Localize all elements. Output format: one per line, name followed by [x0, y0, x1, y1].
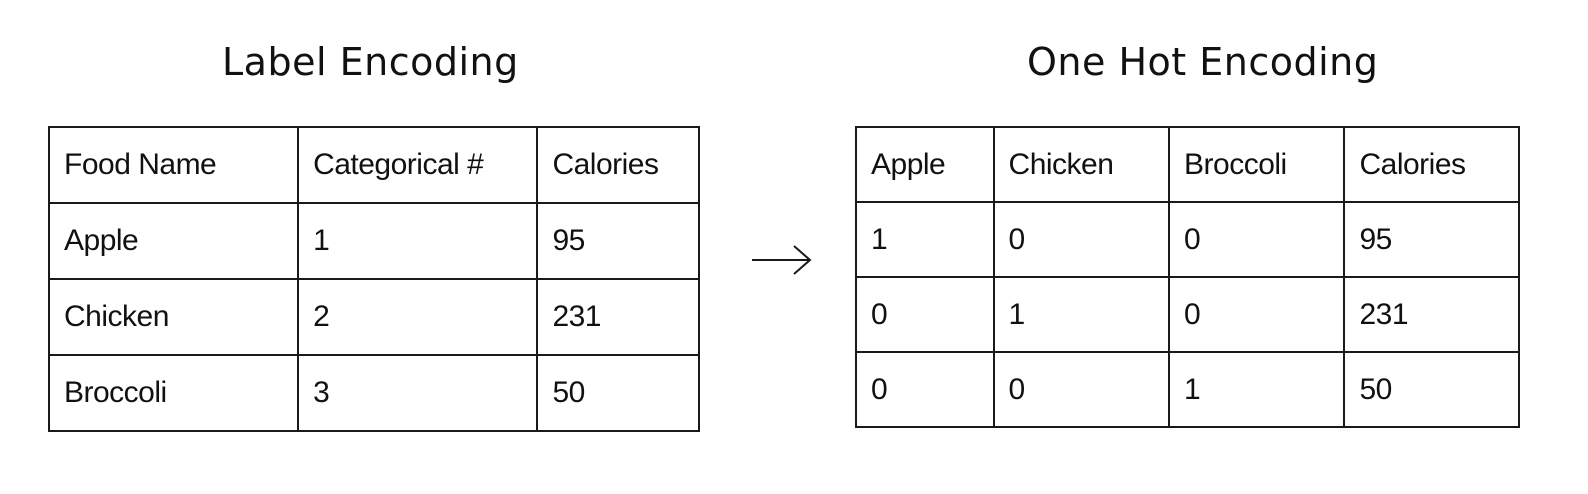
label-encoding-table: Food Name Categorical # Calories Apple 1… — [47, 126, 700, 432]
table-cell: 1 — [855, 201, 995, 278]
header-cell: Categorical # — [297, 126, 539, 204]
table-cell: 0 — [1168, 201, 1346, 278]
table-cell: 1 — [1168, 351, 1346, 428]
table-cell: Broccoli — [47, 354, 300, 432]
table-cell: Chicken — [47, 278, 300, 356]
table-cell: 50 — [1343, 351, 1520, 428]
table-cell: 1 — [992, 276, 1171, 353]
table-cell: 3 — [297, 354, 539, 432]
table-row: Apple 1 95 — [47, 202, 700, 280]
header-cell: Calories — [1343, 126, 1520, 203]
table-cell: 231 — [1343, 276, 1520, 353]
label-encoding-title: Label Encoding — [222, 40, 519, 84]
header-cell: Chicken — [992, 126, 1171, 203]
table-cell: Apple — [47, 202, 300, 280]
table-cell: 2 — [297, 278, 539, 356]
table-cell: 95 — [536, 202, 700, 280]
table-cell: 0 — [992, 351, 1171, 428]
one-hot-encoding-title: One Hot Encoding — [1027, 40, 1379, 84]
header-cell: Food Name — [47, 126, 300, 204]
table-cell: 0 — [992, 201, 1171, 278]
table-row: 0 1 0 231 — [855, 276, 1520, 353]
table-row: Broccoli 3 50 — [47, 354, 700, 432]
header-cell: Apple — [855, 126, 995, 203]
table-cell: 0 — [1168, 276, 1346, 353]
table-cell: 50 — [536, 354, 700, 432]
header-cell: Calories — [536, 126, 700, 204]
table-row: 1 0 0 95 — [855, 201, 1520, 278]
table-cell: 95 — [1343, 201, 1520, 278]
table-cell: 0 — [855, 351, 995, 428]
table-header-row: Food Name Categorical # Calories — [47, 126, 700, 204]
table-cell: 0 — [855, 276, 995, 353]
header-cell: Broccoli — [1168, 126, 1346, 203]
table-header-row: Apple Chicken Broccoli Calories — [855, 126, 1520, 203]
right-arrow-icon — [752, 245, 812, 275]
table-row: Chicken 2 231 — [47, 278, 700, 356]
table-cell: 1 — [297, 202, 539, 280]
table-row: 0 0 1 50 — [855, 351, 1520, 428]
one-hot-encoding-table: Apple Chicken Broccoli Calories 1 0 0 95… — [855, 126, 1520, 428]
table-cell: 231 — [536, 278, 700, 356]
